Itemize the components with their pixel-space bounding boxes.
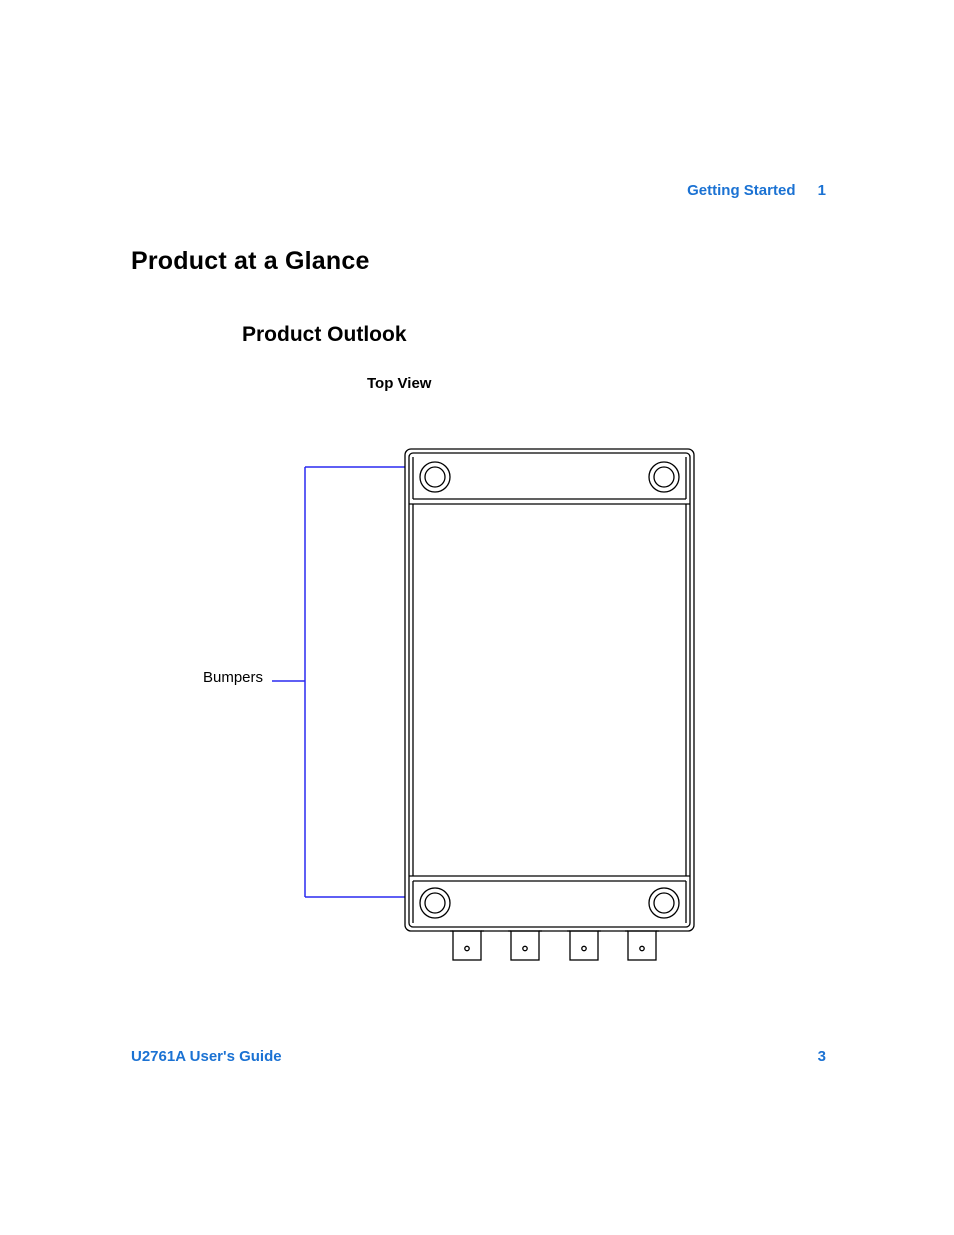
page: Getting Started 1 Product at a Glance Pr… (0, 0, 954, 1235)
page-title: Product at a Glance (131, 247, 370, 276)
footer-guide-name: U2761A User's Guide (131, 1048, 282, 1065)
product-top-view-diagram (190, 437, 710, 977)
header-chapter-number: 1 (818, 182, 826, 199)
running-header: Getting Started 1 (687, 182, 826, 199)
footer-page-number: 3 (818, 1048, 826, 1065)
subsection-heading: Top View (367, 375, 431, 392)
section-heading: Product Outlook (242, 323, 407, 347)
header-section-name: Getting Started (687, 182, 795, 199)
